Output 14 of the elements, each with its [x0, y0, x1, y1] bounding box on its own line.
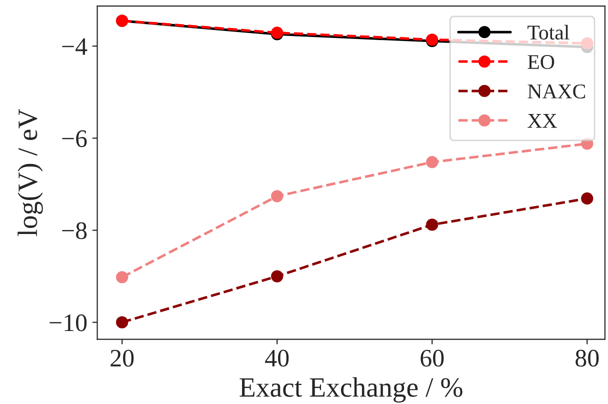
y-tick-label: −8 — [62, 222, 87, 240]
x-tick-label: 20 — [110, 350, 134, 367]
y-tick-label: −6 — [62, 130, 87, 148]
x-axis-title: Exact Exchange / % — [240, 377, 462, 403]
legend-label: XX — [528, 114, 557, 128]
y-tick-label: −4 — [62, 38, 88, 55]
legend-label: NAXC — [528, 84, 586, 98]
legend-label: EO — [528, 55, 554, 70]
y-tick-label: −10 — [50, 314, 87, 332]
x-tick-label: 80 — [576, 350, 599, 367]
y-axis-title: log(V) / eV — [18, 108, 43, 236]
x-tick-label: 60 — [420, 350, 444, 367]
x-tick-label: 40 — [265, 350, 289, 367]
legend-label: Total — [528, 24, 570, 40]
